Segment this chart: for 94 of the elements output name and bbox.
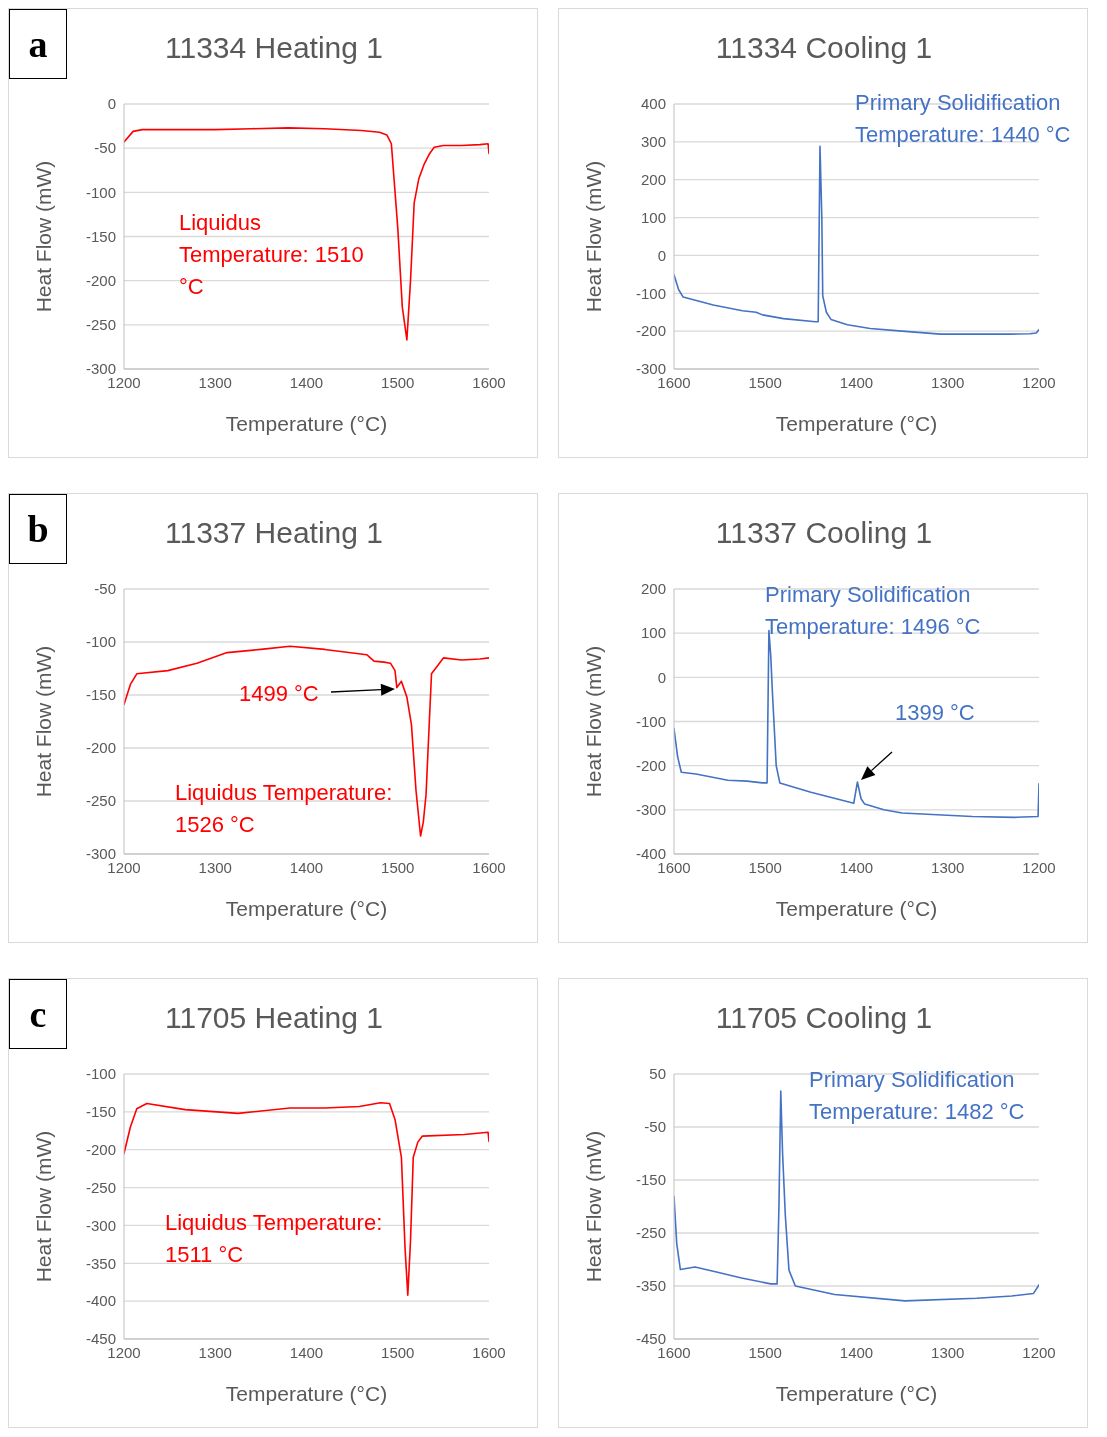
x-axis-title: Temperature (°C) [225, 897, 388, 920]
chart-title: 11705 Heating 1 [165, 1001, 383, 1034]
y-tick-label: 0 [657, 668, 666, 686]
x-tick-label: 1300 [931, 373, 965, 391]
chart-title: 11705 Cooling 1 [714, 1001, 934, 1035]
x-tick-label: 1500 [748, 858, 782, 876]
line-series [674, 145, 1039, 335]
y-tick-label: -150 [85, 227, 116, 245]
x-tick-label: 1600 [472, 1343, 506, 1361]
y-tick-label: 0 [657, 246, 666, 264]
y-tick-label: -200 [635, 756, 666, 774]
line-series [124, 1101, 489, 1296]
annotation: Primary Solidification Temperature: 1496 °C [765, 581, 982, 641]
x-tick-label: 1400 [839, 1343, 874, 1361]
x-tick-label: 1200 [1022, 373, 1056, 391]
y-tick-label: -100 [85, 1065, 116, 1083]
chart-title: 11337 Heating 1 [165, 516, 383, 549]
y-tick-label: -200 [635, 322, 666, 340]
x-tick-label: 1200 [1022, 1343, 1056, 1361]
y-tick-label: -300 [635, 801, 666, 819]
x-tick-label: 1400 [839, 858, 874, 876]
y-tick-label: 0 [107, 95, 116, 113]
y-tick-label: 300 [640, 133, 666, 151]
annotation: 1399 °C [895, 699, 975, 727]
x-tick-label: 1500 [748, 373, 782, 391]
x-tick-label: 1300 [198, 1343, 232, 1361]
x-tick-label: 1500 [381, 1343, 415, 1361]
y-tick-label: -100 [85, 183, 116, 201]
y-tick-label: -400 [85, 1292, 116, 1310]
y-tick-label: 100 [640, 624, 666, 642]
x-tick-label: 1400 [289, 1343, 324, 1361]
text: b [9, 494, 67, 564]
y-tick-label: -50 [94, 580, 116, 598]
y-tick-label: 400 [640, 95, 666, 113]
annotation: Liquidus Temperature: 1526 °C [175, 779, 394, 839]
y-tick-label: -150 [85, 1103, 116, 1121]
y-tick-label: -50 [94, 139, 116, 157]
annotation: Primary Solidification Temperature: 1482 °C [809, 1066, 1026, 1126]
y-tick-label: -50 [644, 1118, 666, 1136]
y-tick-label: -200 [85, 271, 116, 289]
annotation: Liquidus Temperature: 1510 °C [179, 209, 365, 301]
chart-title: 11334 Cooling 1 [714, 31, 934, 65]
line-series [674, 1090, 1039, 1302]
x-tick-label: 1200 [1022, 858, 1056, 876]
x-tick-label: 1400 [289, 858, 324, 876]
y-tick-label: 100 [640, 208, 666, 226]
x-tick-label: 1300 [931, 1343, 965, 1361]
line-series [124, 127, 489, 341]
chart-title: 11337 Cooling 1 [714, 516, 934, 550]
x-axis-title: Temperature (°C) [775, 897, 938, 920]
text: a [9, 9, 67, 79]
y-tick-label: -100 [635, 284, 666, 302]
y-tick-label: 200 [640, 171, 666, 189]
y-tick-label: -200 [85, 739, 116, 757]
y-tick-label: -250 [85, 316, 116, 334]
y-tick-label: -100 [85, 633, 116, 651]
line-series [124, 645, 489, 837]
y-axis-title: Heat Flow (mW) [32, 1130, 56, 1283]
y-tick-label: -350 [635, 1277, 666, 1295]
annotation: 1499 °C [239, 680, 319, 708]
x-axis-title: Temperature (°C) [225, 1382, 388, 1405]
y-tick-label: -350 [85, 1254, 116, 1272]
x-tick-label: 1500 [381, 858, 415, 876]
y-tick-label: -250 [85, 1178, 116, 1196]
y-tick-label: -100 [635, 712, 666, 730]
annotation: Primary Solidification Temperature: 1440 °C [855, 89, 1072, 149]
y-axis-title: Heat Flow (mW) [582, 160, 606, 313]
y-tick-label: -250 [635, 1224, 666, 1242]
x-axis-title: Temperature (°C) [225, 412, 388, 435]
x-tick-label: 1400 [289, 373, 324, 391]
y-tick-label: 50 [649, 1065, 666, 1083]
y-tick-label: -150 [85, 686, 116, 704]
x-tick-label: 1500 [381, 373, 415, 391]
y-axis-title: Heat Flow (mW) [32, 645, 56, 798]
chart-title: 11334 Heating 1 [165, 31, 383, 64]
y-tick-label: -150 [635, 1171, 666, 1189]
x-tick-label: 1300 [931, 858, 965, 876]
y-axis-title: Heat Flow (mW) [582, 645, 606, 798]
x-axis-title: Temperature (°C) [775, 412, 938, 435]
y-axis-title: Heat Flow (mW) [582, 1130, 606, 1283]
y-tick-label: 200 [640, 580, 666, 598]
x-axis-title: Temperature (°C) [775, 1382, 938, 1405]
x-tick-label: 1300 [198, 858, 232, 876]
annotation: Liquidus Temperature: 1511 °C [165, 1209, 384, 1269]
y-tick-label: -200 [85, 1141, 116, 1159]
y-tick-label: -300 [85, 1216, 116, 1234]
x-tick-label: 1500 [748, 1343, 782, 1361]
text: c [9, 979, 67, 1049]
x-tick-label: 1600 [472, 373, 506, 391]
x-tick-label: 1300 [198, 373, 232, 391]
x-tick-label: 1600 [472, 858, 506, 876]
y-tick-label: -250 [85, 792, 116, 810]
x-tick-label: 1400 [839, 373, 874, 391]
y-axis-title: Heat Flow (mW) [32, 160, 56, 313]
